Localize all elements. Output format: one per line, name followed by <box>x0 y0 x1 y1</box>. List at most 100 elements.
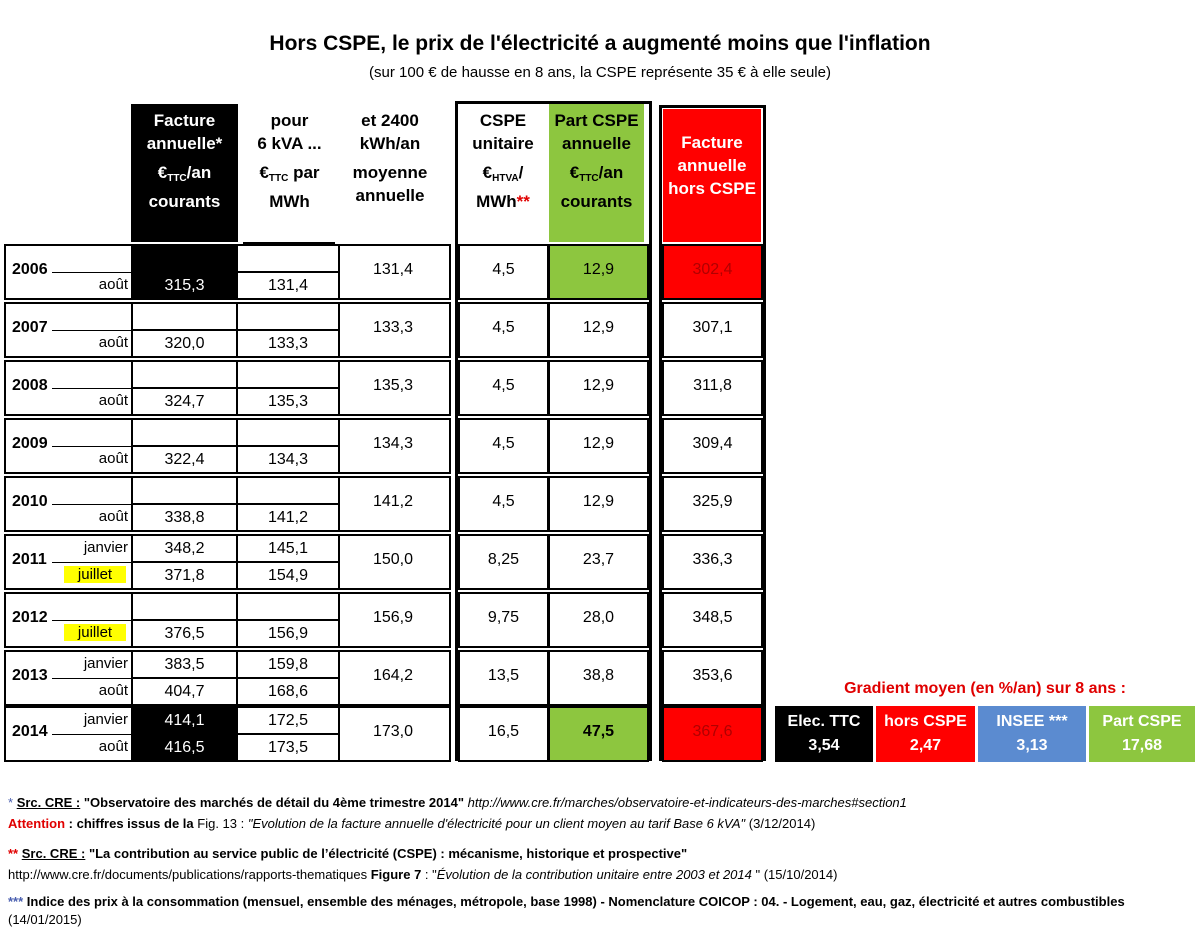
facture-cell-2: 324,7 <box>131 387 238 416</box>
facture-cell-2: 416,5 <box>131 733 238 762</box>
price-cell-1: 159,8 <box>236 650 340 679</box>
part-cell-box <box>548 650 649 706</box>
part-cell-box <box>548 592 649 648</box>
average-value: 141,2 <box>372 493 414 510</box>
part-cspe-value: 38,8 <box>582 667 615 684</box>
facture-cell-1: 383,5 <box>131 650 238 679</box>
gradient-value: 17,68 <box>1121 737 1163 754</box>
facture-cell-1 <box>131 244 238 273</box>
facture-cell-1: 414,1 <box>131 706 238 735</box>
cspe-unit-value: 8,25 <box>487 551 520 568</box>
gradient-title: Gradient moyen (en %/an) sur 8 ans : <box>844 680 1126 697</box>
price-cell-1 <box>236 418 340 447</box>
gradient-label: hors CSPE <box>884 713 967 730</box>
cspe-unit-value: 16,5 <box>487 723 520 740</box>
month-label-2: juillet <box>64 624 126 641</box>
hors-cspe-value: 311,8 <box>693 377 732 394</box>
year-label: 2014 <box>12 723 48 740</box>
gradient-label: Elec. TTC <box>787 713 861 730</box>
hors-cell-box <box>662 360 763 416</box>
hors-cell-box <box>662 302 763 358</box>
month-label-1: janvier <box>83 711 128 728</box>
hors-cell-box <box>662 476 763 532</box>
part-cell-box <box>548 706 649 762</box>
part-cspe-value: 28,0 <box>582 609 615 626</box>
year-label: 2011 <box>12 551 47 568</box>
gradient-box: Part CSPE 17,68 <box>1089 706 1195 762</box>
year-tick <box>52 620 132 621</box>
price-cell-2: 133,3 <box>236 329 340 358</box>
part-cspe-value: 23,7 <box>582 551 615 568</box>
year-label: 2009 <box>12 435 48 452</box>
part-cspe-value: 12,9 <box>582 493 615 510</box>
cspe-unit-value: 4,5 <box>492 377 515 394</box>
gradient-label: Part CSPE <box>1102 713 1182 730</box>
footnote-1: * Src. CRE : "Observatoire des marchés d… <box>8 795 907 810</box>
price-cell-1: 172,5 <box>236 706 340 735</box>
gradient-label: INSEE *** <box>996 713 1068 730</box>
year-label: 2007 <box>12 319 48 336</box>
year-tick <box>52 272 132 273</box>
header-cspe-unitaire: CSPE unitaire €HTVA/ MWh** <box>472 111 534 211</box>
part-cell-box <box>548 534 649 590</box>
average-value: 173,0 <box>372 723 414 740</box>
average-value: 131,4 <box>372 261 414 278</box>
year-tick <box>52 504 132 505</box>
month-label-2: août <box>98 392 128 409</box>
part-cspe-value: 12,9 <box>582 377 615 394</box>
hors-cell-box <box>662 592 763 648</box>
cspe-unit-value: 4,5 <box>492 493 515 510</box>
facture-cell-2: 371,8 <box>131 561 238 590</box>
hors-cell-box <box>662 244 763 300</box>
hors-cspe-value: 336,3 <box>692 551 733 568</box>
price-cell-1 <box>236 476 340 505</box>
gradient-box: INSEE *** 3,13 <box>978 706 1086 762</box>
page-subtitle: (sur 100 € de hausse en 8 ans, la CSPE r… <box>369 64 831 81</box>
price-cell-1 <box>236 244 340 273</box>
cspe-unit-value: 13,5 <box>487 667 520 684</box>
facture-cell-1 <box>131 302 238 331</box>
facture-cell-1 <box>131 418 238 447</box>
part-cell-box <box>548 360 649 416</box>
hors-cell-box <box>662 418 763 474</box>
hors-cspe-value: 302,4 <box>692 261 733 278</box>
price-cell-1 <box>236 302 340 331</box>
year-tick <box>52 678 132 679</box>
month-label-2: août <box>98 276 128 293</box>
year-tick <box>52 734 132 735</box>
facture-cell-2: 376,5 <box>131 619 238 648</box>
cspe-unit-value: 4,5 <box>492 319 515 336</box>
gradient-value: 3,54 <box>808 737 840 754</box>
cspe-unit-value: 9,75 <box>487 609 520 626</box>
header-facture-annuelle: Facture annuelle* €TTC/an courants <box>131 104 238 246</box>
price-cell-1: 145,1 <box>236 534 340 563</box>
facture-cell-1: 348,2 <box>131 534 238 563</box>
header-facture-hors-cspe: Facture annuelle hors CSPE <box>663 109 761 242</box>
year-tick <box>52 446 132 447</box>
price-cell-2: 168,6 <box>236 677 340 706</box>
gradient-box: hors CSPE 2,47 <box>876 706 975 762</box>
price-cell-2: 141,2 <box>236 503 340 532</box>
hors-cspe-value: 309,4 <box>692 435 733 452</box>
hors-cell-box <box>662 706 763 762</box>
month-label-1: janvier <box>83 539 128 556</box>
footnote-5: *** Indice des prix à la consommation (m… <box>8 894 1125 927</box>
footnote-3: ** Src. CRE : "La contribution au servic… <box>8 846 688 861</box>
month-label-2: août <box>98 450 128 467</box>
month-label-2: août <box>98 334 128 351</box>
average-value: 133,3 <box>372 319 414 336</box>
month-label-1: janvier <box>83 655 128 672</box>
hors-cell-box <box>662 650 763 706</box>
footnote-4: http://www.cre.fr/documents/publications… <box>8 867 838 882</box>
hors-cspe-value: 353,6 <box>692 667 733 684</box>
average-value: 134,3 <box>372 435 414 452</box>
part-cell-box <box>548 418 649 474</box>
average-value: 135,3 <box>372 377 414 394</box>
facture-cell-2: 320,0 <box>131 329 238 358</box>
price-cell-2: 173,5 <box>236 733 340 762</box>
hors-cell-box <box>662 534 763 590</box>
year-tick <box>52 562 132 563</box>
price-cell-2: 134,3 <box>236 445 340 474</box>
average-value: 156,9 <box>372 609 414 626</box>
price-cell-2: 154,9 <box>236 561 340 590</box>
